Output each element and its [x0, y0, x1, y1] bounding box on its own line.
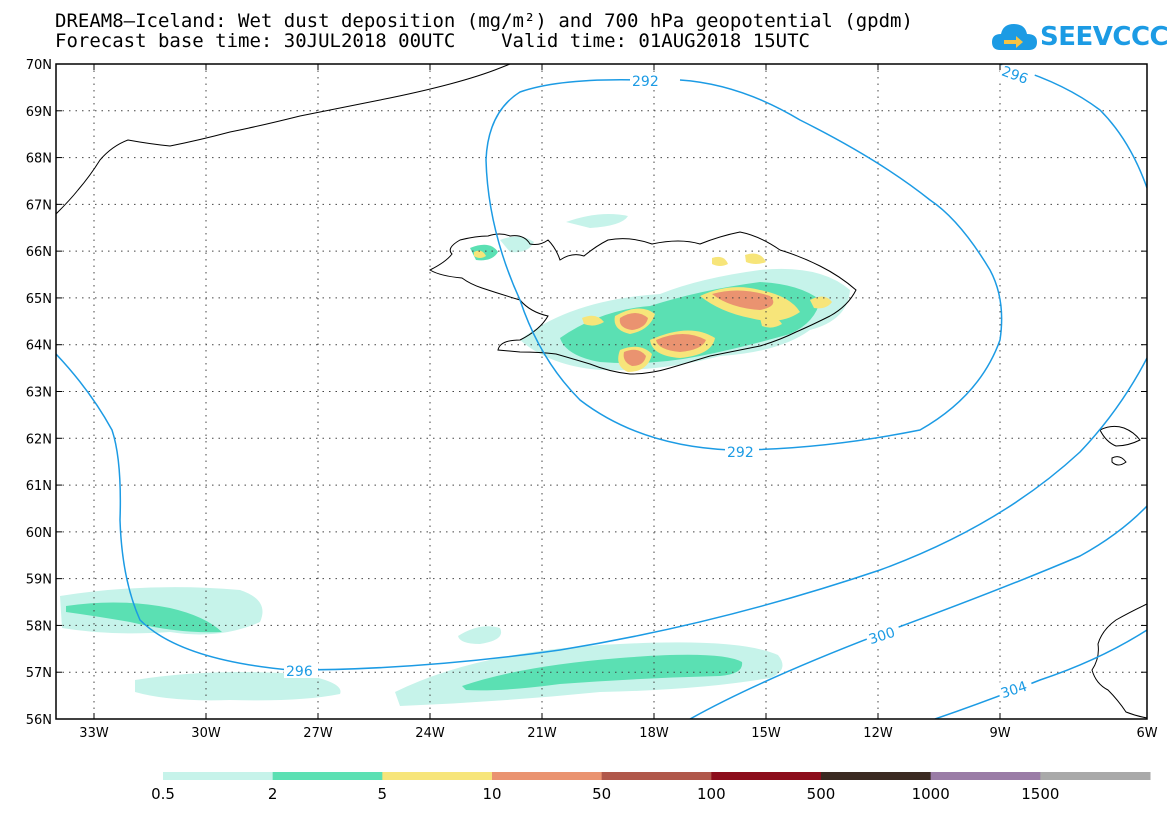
deposition-area-yellow: [582, 315, 604, 326]
colorbar-label: 2: [267, 785, 278, 803]
contour-label-292-bottom: 292: [727, 445, 754, 461]
lon-tick-label: 30W: [191, 726, 221, 741]
colorbar: [163, 772, 1151, 780]
deposition-area-orange: [619, 313, 648, 330]
lat-tick-label: 67N: [26, 198, 52, 213]
colorbar-label: 500: [806, 785, 836, 803]
lat-tick-label: 70N: [26, 58, 52, 73]
lat-tick-label: 63N: [26, 386, 52, 401]
lon-tick-label: 12W: [863, 726, 893, 741]
map-axes: 70N 69N 68N 67N 66N 65N 64N 63N 62N 61N 60N 59N 58N 5…: [26, 58, 1158, 741]
contour-296-main: [56, 353, 1147, 671]
contour-label-304: 304: [999, 679, 1029, 703]
contour-label-296-sw: 296: [286, 664, 313, 680]
lon-tick-label: 6W: [1136, 726, 1157, 741]
lat-tick-label: 65N: [26, 292, 52, 307]
colorbar-swatch: [1040, 772, 1151, 780]
lat-tick-label: 68N: [26, 152, 52, 167]
lat-tick-label: 61N: [26, 479, 52, 494]
title-line-2: Forecast base time: 30JUL2018 00UTC Vali…: [55, 30, 810, 52]
lon-tick-label: 15W: [751, 726, 781, 741]
title-line-1: DREAM8—Iceland: Wet dust deposition (mg/…: [55, 10, 913, 32]
deposition-area-yellow: [745, 253, 766, 264]
colorbar-label: 1000: [911, 785, 950, 803]
deposition-area-yellow: [810, 296, 832, 309]
deposition-area-light: [566, 214, 628, 228]
lat-tick-label: 58N: [26, 619, 52, 634]
colorbar-label: 100: [697, 785, 726, 803]
contour-300: [689, 505, 1147, 719]
lon-tick-label: 33W: [79, 726, 109, 741]
lat-tick-label: 66N: [26, 245, 52, 260]
deposition-area-light: [135, 672, 341, 701]
lon-tick-label: 24W: [415, 726, 445, 741]
deposition-area-light: [500, 236, 534, 253]
colorbar-swatch: [711, 772, 822, 780]
deposition-area-yellow: [712, 256, 728, 266]
logo-text: SEEVCCC: [1040, 22, 1169, 52]
colorbar-swatch: [382, 772, 493, 780]
colorbar-swatch: [163, 772, 274, 780]
deposition-area-orange: [712, 290, 774, 310]
contour-label-292-top: 292: [632, 74, 659, 90]
lat-tick-label: 64N: [26, 339, 52, 354]
lat-tick-label: 57N: [26, 666, 52, 681]
lat-tick-label: 56N: [26, 713, 52, 728]
lat-tick-label: 62N: [26, 432, 52, 447]
colorbar-swatch: [821, 772, 932, 780]
lat-tick-label: 60N: [26, 526, 52, 541]
lat-tick-label: 59N: [26, 573, 52, 588]
colorbar-label: 50: [592, 785, 612, 803]
colorbar-label: 5: [377, 785, 388, 803]
colorbar-swatch: [930, 772, 1041, 780]
colorbar-label: 1500: [1021, 785, 1060, 803]
scotland-coastline: [1091, 603, 1147, 719]
colorbar-swatch: [492, 772, 603, 780]
greenland-coastline: [56, 64, 511, 215]
lon-tick-label: 18W: [639, 726, 669, 741]
lon-tick-label: 27W: [303, 726, 333, 741]
deposition-area-orange: [623, 349, 646, 366]
deposition-area-medium: [66, 602, 222, 633]
contour-labels: 292 296 292 296 300 304: [284, 64, 1037, 703]
lon-tick-label: 9W: [989, 726, 1010, 741]
coastlines: [56, 64, 1147, 719]
lon-tick-label: 21W: [527, 726, 557, 741]
deposition-area-light: [458, 626, 502, 644]
contour-304: [934, 629, 1147, 719]
colorbar-label: 10: [482, 785, 502, 803]
colorbar-label: 0.5: [151, 785, 175, 803]
faroe-islands-coastline: [1099, 425, 1141, 466]
colorbar-swatch: [601, 772, 712, 780]
deposition-area-orange: [656, 334, 706, 352]
contour-label-300: 300: [867, 625, 897, 648]
iceland-coastline: [428, 231, 857, 375]
cloud-icon: [992, 24, 1037, 50]
map-plot-area: 292 296 292 296 300 304: [56, 64, 1147, 719]
deposition-area-yellow: [474, 250, 486, 258]
lat-tick-label: 69N: [26, 105, 52, 120]
colorbar-swatch: [272, 772, 383, 780]
seevccc-logo: SEEVCCC: [990, 18, 1169, 56]
contour-292: [485, 79, 1003, 451]
